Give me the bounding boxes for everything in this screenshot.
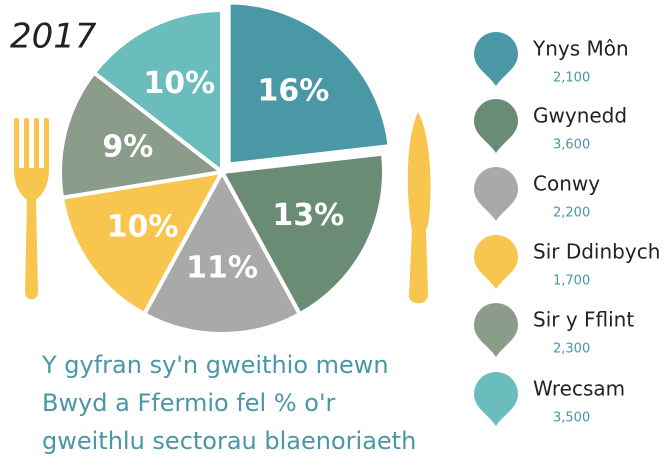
slice-label: 10% <box>143 66 215 101</box>
legend-count: 2,100 <box>553 71 590 86</box>
knife <box>407 112 431 304</box>
pie-slice <box>59 169 226 317</box>
year: 2017 <box>10 17 97 57</box>
legend-label: Conwy <box>533 172 600 196</box>
slice-label: 11% <box>186 251 258 286</box>
pie-slice <box>218 151 386 317</box>
slice-label: 9% <box>102 129 153 164</box>
caption-line: Bwyd a Ffermio fel % o'r <box>42 389 336 417</box>
legend-pin <box>474 32 518 86</box>
caption: Y gyfran sy'n gweithio mewn Bwyd a Ffermi… <box>41 351 416 455</box>
legend-pin <box>474 99 518 153</box>
pie-slice <box>226 0 392 167</box>
legend-count: 3,500 <box>553 411 590 426</box>
legend-label: Ynys Môn <box>532 37 629 61</box>
legend-pin <box>474 235 518 289</box>
fork <box>14 118 49 300</box>
legend-pin <box>474 303 518 357</box>
pie-slice <box>91 7 224 177</box>
legend-label: Sir y Fflint <box>533 308 634 332</box>
slice-label: 13% <box>272 198 344 233</box>
legend-pin <box>474 167 518 221</box>
legend-count: 1,700 <box>553 274 590 289</box>
legend-count: 2,300 <box>553 342 590 357</box>
pie: 16%13%11%10%9%10% <box>58 0 392 336</box>
legend-label: Gwynedd <box>533 104 627 128</box>
legend-count: 2,200 <box>553 206 590 221</box>
pie-slice <box>58 69 227 200</box>
slice-label: 10% <box>107 210 179 245</box>
legend: Ynys Môn 2,100 Gwynedd 3,600 Conwy 2,200 Sir D… <box>474 32 660 426</box>
legend-count: 3,600 <box>553 138 590 153</box>
pie-slice <box>141 167 303 336</box>
legend-label: Wrecsam <box>533 377 625 401</box>
caption-line: gweithlu sectorau blaenoriaeth <box>42 427 416 455</box>
caption-line: Y gyfran sy'n gweithio mewn <box>41 351 389 379</box>
legend-pin <box>474 372 518 426</box>
slice-label: 16% <box>257 74 329 109</box>
legend-label: Sir Ddinbych <box>533 240 660 264</box>
